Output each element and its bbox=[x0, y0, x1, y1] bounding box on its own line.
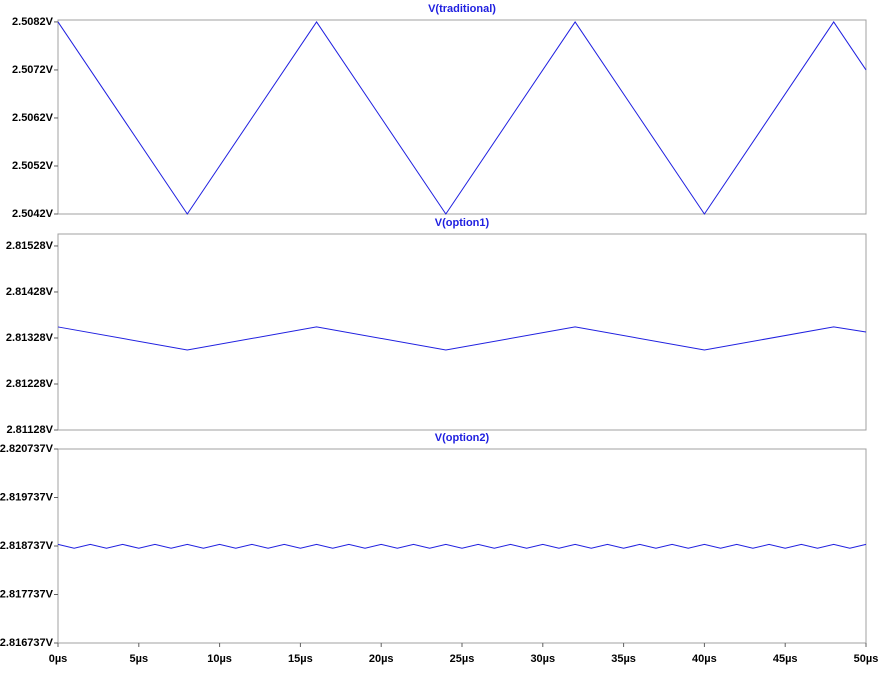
y-tick-label: 2.5072V bbox=[12, 64, 54, 76]
y-tick-label: 2.81528V bbox=[6, 240, 54, 252]
y-tick-label: 2.5062V bbox=[12, 112, 54, 124]
x-tick-label: 5µs bbox=[130, 653, 149, 665]
x-tick-label: 30µs bbox=[530, 653, 555, 665]
trace bbox=[57, 21, 867, 215]
x-tick-label: 45µs bbox=[773, 653, 798, 665]
y-tick-label: 2.817737V bbox=[0, 588, 54, 600]
y-tick-label: 2.81328V bbox=[6, 332, 54, 344]
y-tick-label: 2.819737V bbox=[0, 491, 54, 503]
x-tick-label: 35µs bbox=[611, 653, 636, 665]
pane-title: V(option1) bbox=[435, 217, 490, 229]
x-tick-label: 15µs bbox=[288, 653, 313, 665]
y-tick-label: 2.81228V bbox=[6, 378, 54, 390]
x-tick-label: 25µs bbox=[450, 653, 475, 665]
x-tick-label: 50µs bbox=[854, 653, 879, 665]
x-tick-label: 20µs bbox=[369, 653, 394, 665]
x-tick-label: 0µs bbox=[49, 653, 68, 665]
pane-title: V(traditional) bbox=[428, 3, 496, 15]
y-tick-label: 2.816737V bbox=[0, 637, 54, 649]
y-tick-label: 2.81428V bbox=[6, 286, 54, 298]
x-tick-label: 40µs bbox=[692, 653, 717, 665]
plot-frame bbox=[57, 233, 867, 431]
x-tick-label: 10µs bbox=[207, 653, 232, 665]
y-tick-label: 2.818737V bbox=[0, 540, 54, 552]
y-tick-label: 2.5082V bbox=[12, 16, 54, 28]
plot-frame bbox=[57, 19, 867, 215]
y-tick-label: 2.81128V bbox=[7, 424, 54, 436]
y-tick-label: 2.5052V bbox=[12, 160, 54, 172]
trace bbox=[57, 326, 867, 351]
y-tick-label: 2.820737V bbox=[0, 443, 54, 455]
pane-title: V(option2) bbox=[435, 432, 490, 444]
y-tick-label: 2.5042V bbox=[12, 208, 54, 220]
trace bbox=[57, 543, 867, 549]
